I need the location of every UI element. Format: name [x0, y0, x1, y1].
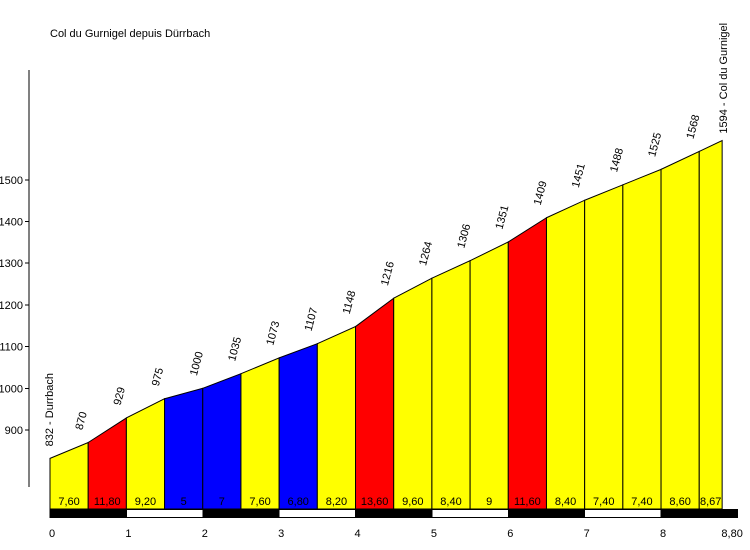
elevation-label: 1216: [379, 260, 397, 287]
gradient-segment: [431, 259, 471, 510]
gradient-segment: [393, 277, 433, 510]
gradient-segment: [545, 199, 586, 510]
gradient-label: 5: [181, 496, 187, 508]
gradient-label: 8,67: [700, 496, 721, 508]
gradient-label: 7,60: [249, 496, 270, 508]
y-tick-label: 1000: [0, 383, 23, 395]
y-tick-label: 1300: [0, 258, 23, 270]
gradient-segment: [469, 241, 509, 510]
elevation-label: 870: [73, 410, 89, 431]
gradient-label: 8,40: [440, 496, 461, 508]
gradient-label: 6,80: [288, 496, 309, 508]
gradient-label: 11,60: [514, 496, 541, 508]
gradient-segment: [355, 297, 395, 510]
y-tick-label: 1400: [0, 217, 23, 229]
gradient-label: 9,60: [402, 496, 423, 508]
y-tick-label: 1500: [0, 175, 23, 187]
gradient-label: 11,80: [94, 496, 121, 508]
elevation-label: 1451: [570, 162, 588, 189]
x-tick-label: 7: [584, 528, 590, 540]
elevation-label: 1148: [341, 289, 359, 315]
x-tick-label: 6: [507, 528, 513, 540]
elevation-label: 1000: [188, 350, 206, 377]
y-tick-label: 1100: [0, 342, 23, 354]
gradient-label: 7: [219, 496, 225, 508]
gradient-label: 9: [486, 496, 492, 508]
km-bar-segment: [202, 509, 280, 518]
x-tick-label: 0: [49, 528, 55, 540]
elevation-label: 1306: [455, 223, 473, 250]
km-bar-segment: [49, 509, 127, 518]
y-tick-label: 1200: [0, 300, 23, 312]
gradient-label: 7,40: [593, 496, 614, 508]
gradient-label: 8,20: [326, 496, 347, 508]
km-bar-segment: [584, 509, 662, 518]
elevation-label: 1264: [417, 240, 435, 267]
km-bar-segment: [355, 509, 433, 518]
elevation-label: 1488: [608, 147, 626, 174]
gradient-label: 8,40: [555, 496, 576, 508]
elevation-label: 1035: [226, 336, 244, 363]
km-bar-segment: [431, 509, 509, 518]
x-tick-label: 5: [431, 528, 437, 540]
x-tick-label: 8: [660, 528, 666, 540]
gradient-label: 9,20: [135, 496, 156, 508]
x-tick-label: 8,80: [721, 528, 742, 540]
gradient-segment: [278, 342, 318, 510]
gradient-label: 13,60: [361, 496, 389, 508]
elevation-label: 929: [112, 386, 128, 407]
km-bar-segment: [278, 509, 357, 518]
gradient-label: 8,60: [669, 496, 690, 508]
gradient-label: 7,60: [58, 496, 79, 508]
start-elevation-label: 832 - Durrbach: [44, 373, 56, 446]
gradient-segment: [125, 397, 166, 510]
gradient-segment: [316, 325, 357, 510]
gradient-segment: [698, 139, 723, 510]
elevation-label: 1525: [646, 131, 664, 158]
gradient-segment: [164, 387, 204, 510]
y-tick-label: 900: [5, 425, 23, 437]
elevation-label: 1107: [303, 307, 321, 333]
km-bar-segment: [507, 509, 586, 518]
km-bar-segment: [660, 509, 738, 518]
elevation-label: 975: [150, 367, 166, 388]
gradient-label: 7,40: [631, 496, 652, 508]
elevation-label: 1568: [685, 113, 703, 140]
elevation-label: 1409: [532, 180, 550, 207]
x-tick-label: 3: [278, 528, 284, 540]
x-tick-label: 4: [354, 528, 360, 540]
elevation-label: 1351: [494, 204, 512, 231]
x-tick-label: 2: [202, 528, 208, 540]
x-tick-label: 1: [125, 528, 131, 540]
km-bar-segment: [125, 509, 204, 518]
gradient-segment: [240, 357, 280, 510]
chart-title: Col du Gurnigel depuis Dürrbach: [50, 28, 211, 40]
gradient-segment: [507, 216, 547, 510]
summit-elevation-label: 1594 - Col du Gurnigel: [718, 23, 730, 134]
gradient-segment: [660, 150, 700, 510]
gradient-segment: [622, 168, 662, 510]
elevation-label: 1073: [264, 320, 282, 347]
gradient-segment: [202, 372, 242, 510]
gradient-segment: [584, 184, 624, 510]
